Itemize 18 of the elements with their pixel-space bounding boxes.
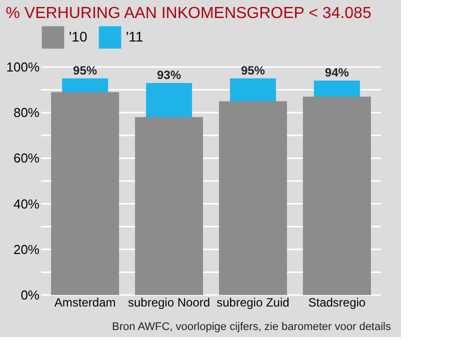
- data-label: 95%: [240, 63, 266, 78]
- data-label: 93%: [157, 68, 182, 82]
- y-tick-label: 80%: [13, 105, 40, 120]
- y-tick-label: 20%: [13, 242, 40, 257]
- text: Bron AWFC, voorlopige cijfers, zie barometer voor details: [112, 321, 392, 333]
- data-label: 95%: [73, 63, 98, 78]
- y-tick-label: 0%: [20, 288, 40, 302]
- legend-label: '10: [69, 28, 88, 44]
- y-tick-label: 100%: [6, 60, 40, 74]
- data-label: 94%: [324, 66, 350, 80]
- legend-label: '11: [126, 28, 144, 44]
- x-tick-label: Amsterdam: [54, 296, 116, 310]
- y-tick-label: 60%: [13, 150, 40, 166]
- x-tick-label: subregio Noord: [128, 296, 210, 310]
- x-tick-label: subregio Zuid: [216, 296, 290, 310]
- x-tick-label: Stadsregio: [308, 296, 366, 310]
- chart-title: % VERHURING AAN INKOMENSGROEP < 34.085: [6, 5, 372, 22]
- y-tick-label: 40%: [13, 196, 40, 212]
